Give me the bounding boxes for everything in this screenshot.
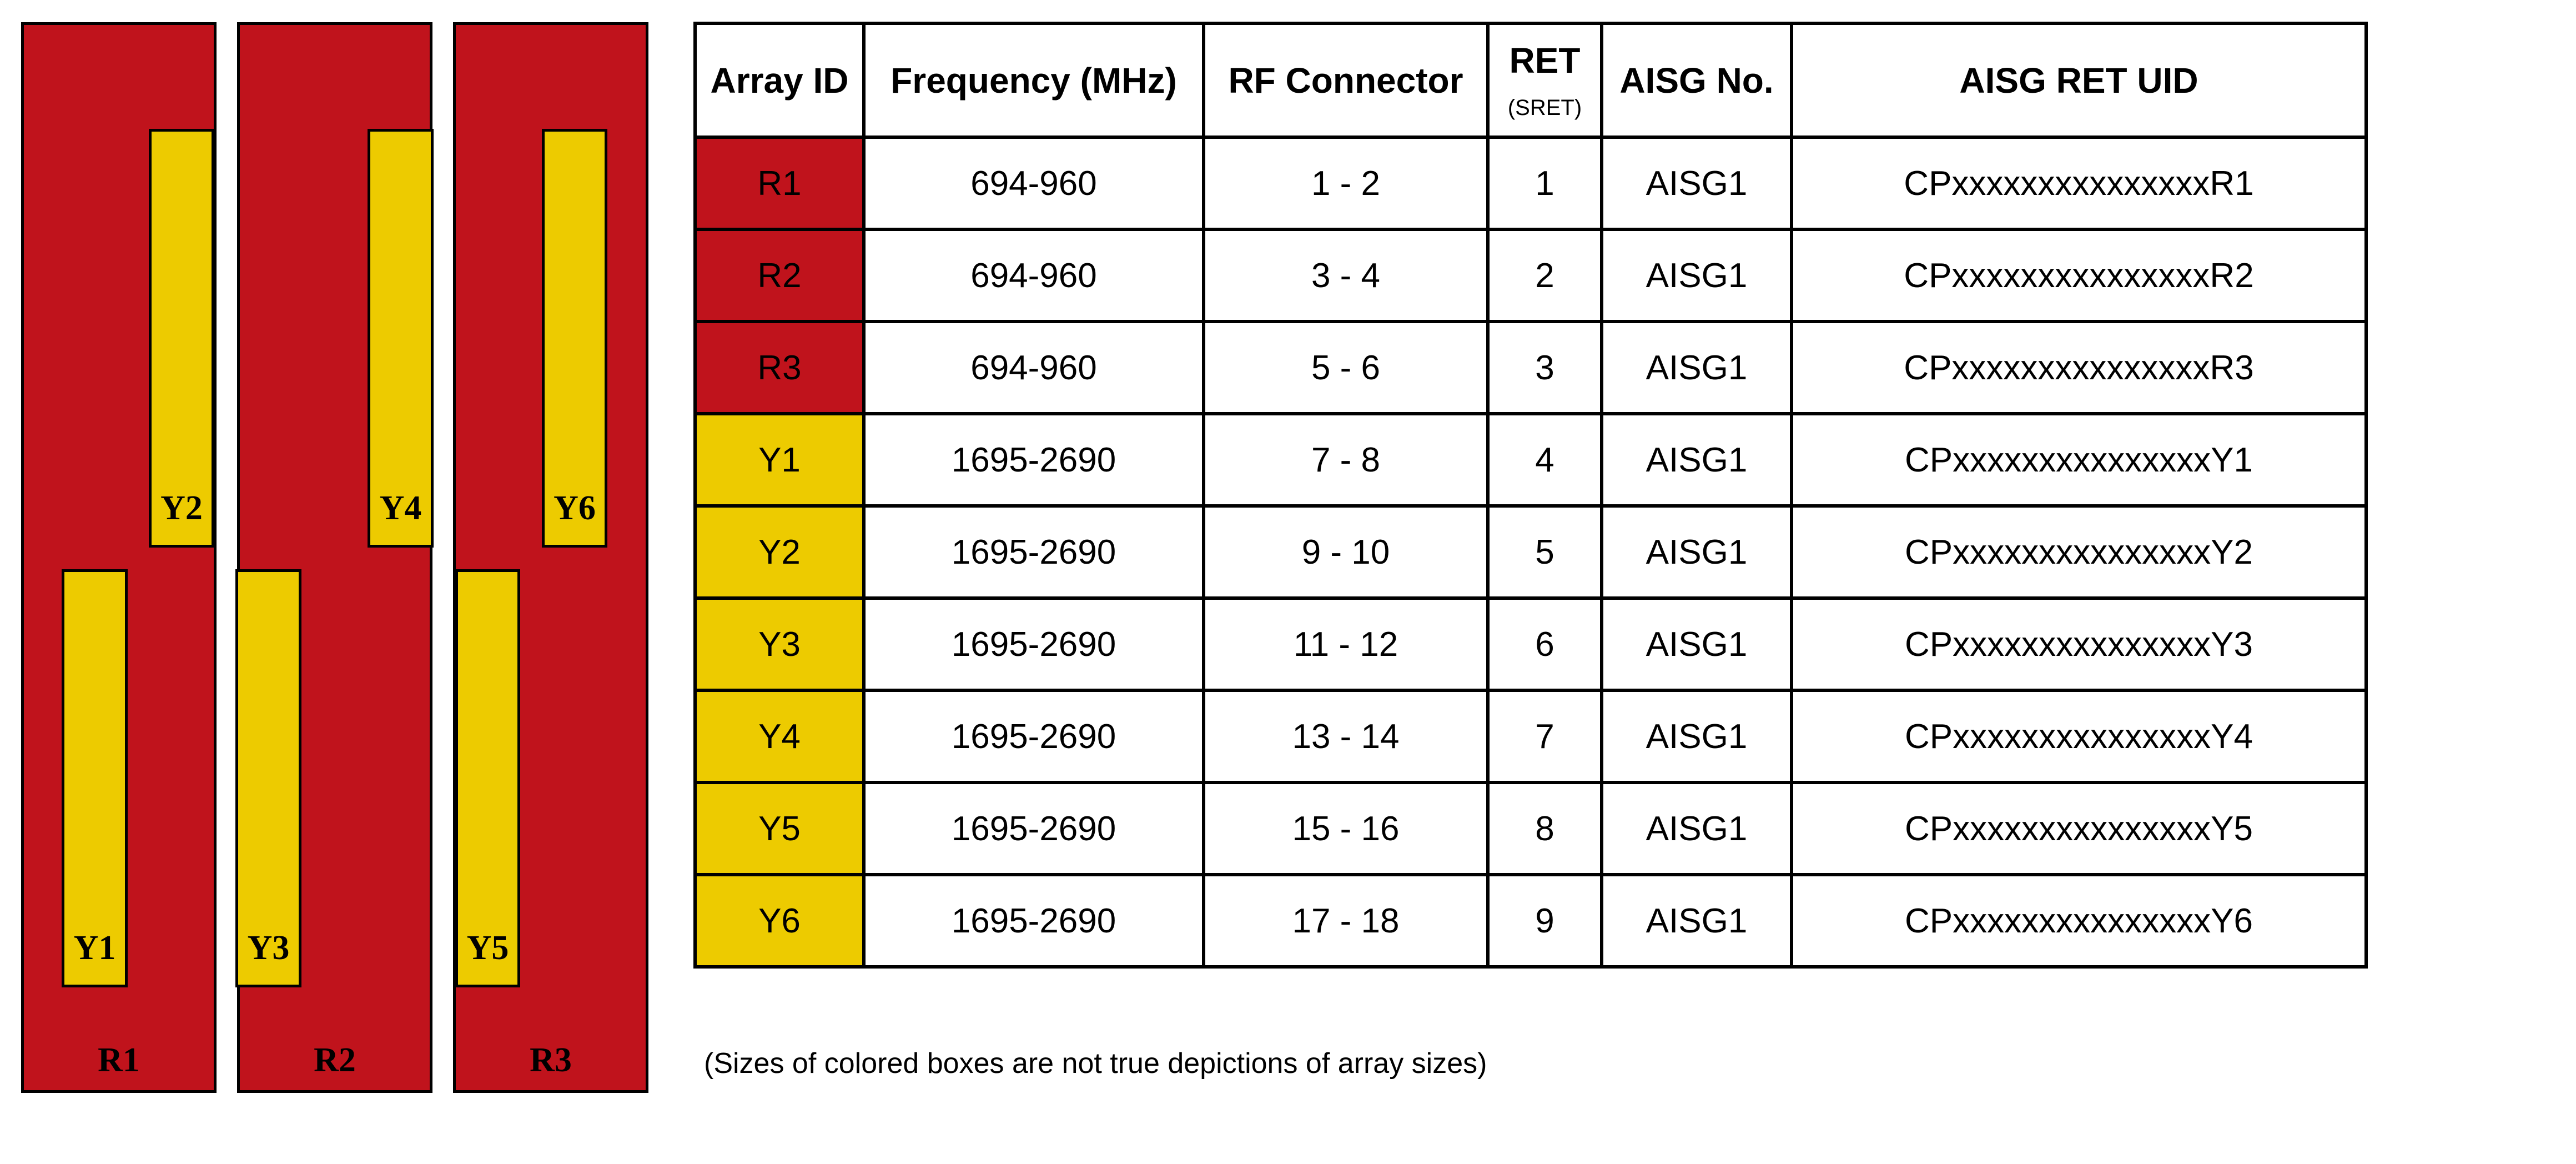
footnote: (Sizes of colored boxes are not true dep… (704, 1047, 1487, 1080)
aisg-no-cell: AISG1 (1600, 412, 1793, 508)
table-row: R2 694-960 3 - 4 2 AISG1 CPxxxxxxxxxxxxxxxR2 (693, 228, 2368, 323)
aisg-ret-uid-cell: CPxxxxxxxxxxxxxxxR1 (1790, 136, 2368, 231)
array-label: Y1 (73, 929, 116, 967)
aisg-ret-uid-cell: CPxxxxxxxxxxxxxxxY1 (1790, 412, 2368, 508)
table-row: Y3 1695-2690 11 - 12 6 AISG1 CPxxxxxxxxxxxxxx… (693, 596, 2368, 692)
table-row: Y2 1695-2690 9 - 10 5 AISG1 CPxxxxxxxxxxxxxxx… (693, 504, 2368, 600)
frequency-cell: 694-960 (862, 136, 1205, 231)
frequency-cell: 694-960 (862, 320, 1205, 415)
frequency-cell: 1695-2690 (862, 689, 1205, 784)
table-body: R1 694-960 1 - 2 1 AISG1 CPxxxxxxxxxxxxxxxR1 R… (693, 136, 2368, 969)
aisg-ret-uid-cell: CPxxxxxxxxxxxxxxxY3 (1790, 596, 2368, 692)
frequency-cell: 1695-2690 (862, 596, 1205, 692)
array-box-y2: Y2 (149, 129, 214, 548)
ret-cell: 5 (1486, 504, 1603, 600)
table-header-row: Array ID Frequency (MHz) RF Connector RE… (693, 22, 2368, 139)
frequency-cell: 694-960 (862, 228, 1205, 323)
array-label: Y4 (379, 489, 422, 527)
frequency-cell: 1695-2690 (862, 504, 1205, 600)
aisg-no-cell: AISG1 (1600, 504, 1793, 600)
array-box-y1: Y1 (62, 569, 128, 987)
aisg-no-cell: AISG1 (1600, 596, 1793, 692)
table-row: R1 694-960 1 - 2 1 AISG1 CPxxxxxxxxxxxxxxxR1 (693, 136, 2368, 231)
aisg-ret-uid-cell: CPxxxxxxxxxxxxxxxY2 (1790, 504, 2368, 600)
array-id-cell: Y6 (693, 873, 866, 969)
array-id-cell: R3 (693, 320, 866, 415)
aisg-ret-uid-cell: CPxxxxxxxxxxxxxxxY5 (1790, 781, 2368, 876)
aisg-no-cell: AISG1 (1600, 136, 1793, 231)
rf-connector-cell: 1 - 2 (1202, 136, 1490, 231)
ret-cell: 3 (1486, 320, 1603, 415)
rf-connector-cell: 5 - 6 (1202, 320, 1490, 415)
header-ret-label: RET (1509, 41, 1581, 81)
table-row: Y1 1695-2690 7 - 8 4 AISG1 CPxxxxxxxxxxxxxxxY… (693, 412, 2368, 508)
header-ret: RET (SRET) (1486, 22, 1603, 139)
array-label: R2 (314, 1041, 356, 1079)
array-label: Y3 (247, 929, 290, 967)
aisg-ret-uid-cell: CPxxxxxxxxxxxxxxxR2 (1790, 228, 2368, 323)
table-row: Y6 1695-2690 17 - 18 9 AISG1 CPxxxxxxxxxxxxxx… (693, 873, 2368, 969)
header-ret-sublabel: (SRET) (1507, 96, 1582, 120)
array-id-cell: Y4 (693, 689, 866, 784)
table-row: Y5 1695-2690 15 - 16 8 AISG1 CPxxxxxxxxxxxxxx… (693, 781, 2368, 876)
frequency-cell: 1695-2690 (862, 412, 1205, 508)
ret-cell: 8 (1486, 781, 1603, 876)
frequency-cell: 1695-2690 (862, 781, 1205, 876)
array-id-cell: R1 (693, 136, 866, 231)
ret-cell: 2 (1486, 228, 1603, 323)
rf-connector-cell: 7 - 8 (1202, 412, 1490, 508)
aisg-no-cell: AISG1 (1600, 689, 1793, 784)
array-box-y5: Y5 (455, 569, 520, 987)
header-array-id: Array ID (693, 22, 866, 139)
array-id-cell: Y5 (693, 781, 866, 876)
array-id-cell: Y2 (693, 504, 866, 600)
frequency-cell: 1695-2690 (862, 873, 1205, 969)
rf-connector-cell: 13 - 14 (1202, 689, 1490, 784)
header-aisg-no: AISG No. (1600, 22, 1793, 139)
aisg-ret-uid-cell: CPxxxxxxxxxxxxxxxR3 (1790, 320, 2368, 415)
aisg-ret-uid-cell: CPxxxxxxxxxxxxxxxY6 (1790, 873, 2368, 969)
ret-cell: 7 (1486, 689, 1603, 784)
rf-connector-cell: 15 - 16 (1202, 781, 1490, 876)
ret-cell: 1 (1486, 136, 1603, 231)
array-box-y3: Y3 (235, 569, 301, 987)
header-frequency: Frequency (MHz) (862, 22, 1205, 139)
array-box-y4: Y4 (368, 129, 434, 548)
rf-connector-cell: 11 - 12 (1202, 596, 1490, 692)
array-id-cell: Y1 (693, 412, 866, 508)
aisg-no-cell: AISG1 (1600, 320, 1793, 415)
array-id-cell: Y3 (693, 596, 866, 692)
rf-connector-cell: 17 - 18 (1202, 873, 1490, 969)
header-aisg-ret-uid: AISG RET UID (1790, 22, 2368, 139)
array-label: Y6 (554, 489, 596, 527)
array-id-cell: R2 (693, 228, 866, 323)
array-label: R1 (98, 1041, 140, 1079)
aisg-no-cell: AISG1 (1600, 781, 1793, 876)
table-row: R3 694-960 5 - 6 3 AISG1 CPxxxxxxxxxxxxxxxR3 (693, 320, 2368, 415)
array-label: R3 (530, 1041, 572, 1079)
array-box-y6: Y6 (542, 129, 607, 548)
header-rf-connector: RF Connector (1202, 22, 1490, 139)
ret-cell: 4 (1486, 412, 1603, 508)
table-row: Y4 1695-2690 13 - 14 7 AISG1 CPxxxxxxxxxxxxxx… (693, 689, 2368, 784)
aisg-no-cell: AISG1 (1600, 873, 1793, 969)
array-label: Y2 (160, 489, 203, 527)
ret-cell: 9 (1486, 873, 1603, 969)
array-label: Y5 (466, 929, 509, 967)
aisg-ret-uid-cell: CPxxxxxxxxxxxxxxxY4 (1790, 689, 2368, 784)
rf-connector-cell: 3 - 4 (1202, 228, 1490, 323)
rf-connector-cell: 9 - 10 (1202, 504, 1490, 600)
array-table: Array ID Frequency (MHz) RF Connector RE… (693, 22, 2368, 969)
ret-cell: 6 (1486, 596, 1603, 692)
aisg-no-cell: AISG1 (1600, 228, 1793, 323)
